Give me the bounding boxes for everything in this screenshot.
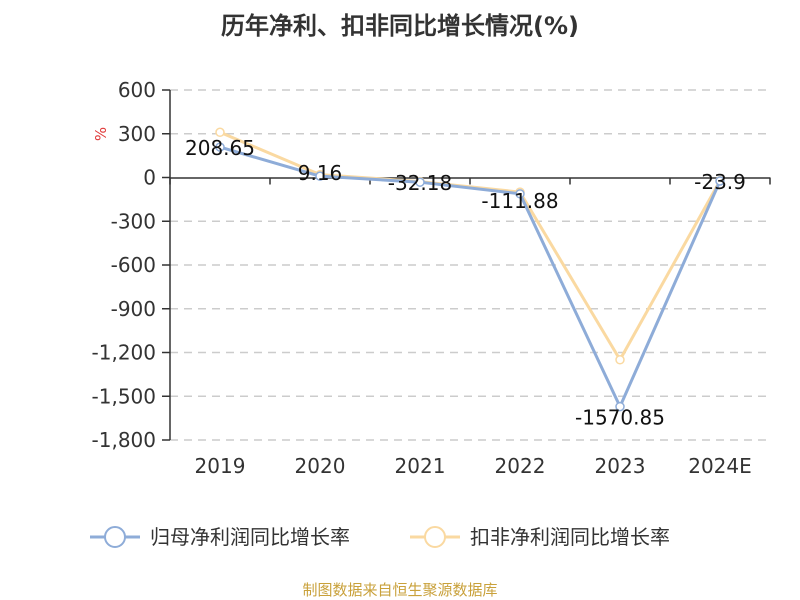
x-tick-label: 2022 [495,454,546,478]
data-point[interactable] [215,127,225,138]
data-label: 9.16 [298,161,343,185]
legend-marker [104,526,126,548]
y-tick-label: -600 [111,253,156,277]
data-labels: 208.65 9.16 -32.18 -111.88 -1570.85 -23.9 [185,136,746,430]
y-tick-label: 0 [143,166,156,190]
data-label: -23.9 [694,170,746,194]
legend-label: 归母净利润同比增长率 [150,525,350,549]
data-point[interactable] [715,176,725,186]
x-tick-label: 2021 [395,454,446,478]
data-point[interactable] [615,355,625,365]
legend-marker [424,526,446,548]
data-point[interactable] [315,171,325,181]
y-tick-label: -300 [111,209,156,233]
legend-label: 扣非净利润同比增长率 [470,525,670,549]
grid-lines [170,89,770,441]
data-label: -1570.85 [575,406,665,430]
x-tick-label: 2019 [195,454,246,478]
data-label: -32.18 [388,171,452,195]
x-tick-label: 2023 [595,454,646,478]
y-axis-ticks: 600 300 0 -300 -600 -900 -1,200 -1,500 -1,800 [92,78,170,452]
y-tick-label: -1,200 [92,341,156,365]
source-note: 制图数据来自恒生聚源数据库 [302,581,497,599]
x-tick-label: 2020 [295,454,346,478]
data-label: 208.65 [185,136,255,160]
data-point[interactable] [215,142,225,152]
series-line [219,145,722,409]
x-tick-label: 2024E [688,454,752,478]
series [215,127,725,412]
data-label: -111.88 [481,189,558,213]
data-point[interactable] [615,401,625,412]
data-point[interactable] [515,189,525,199]
series-line [219,130,722,362]
y-tick-label: -1,500 [92,384,156,408]
x-axis-ticks: 2019 2020 2021 2022 2023 2024E [169,177,771,478]
legend-item-series-2[interactable]: 扣非净利润同比增长率 [410,525,670,549]
y-axis-unit: % [92,127,110,141]
data-point[interactable] [415,177,425,187]
y-tick-label: -1,800 [92,428,156,452]
legend: 归母净利润同比增长率 扣非净利润同比增长率 [90,525,670,549]
y-tick-label: -900 [111,297,156,321]
y-tick-label: 300 [118,122,156,146]
legend-item-series-1[interactable]: 归母净利润同比增长率 [90,525,350,549]
y-tick-label: 600 [118,78,156,102]
chart-title: 历年净利、扣非同比增长情况(%) [221,12,579,40]
